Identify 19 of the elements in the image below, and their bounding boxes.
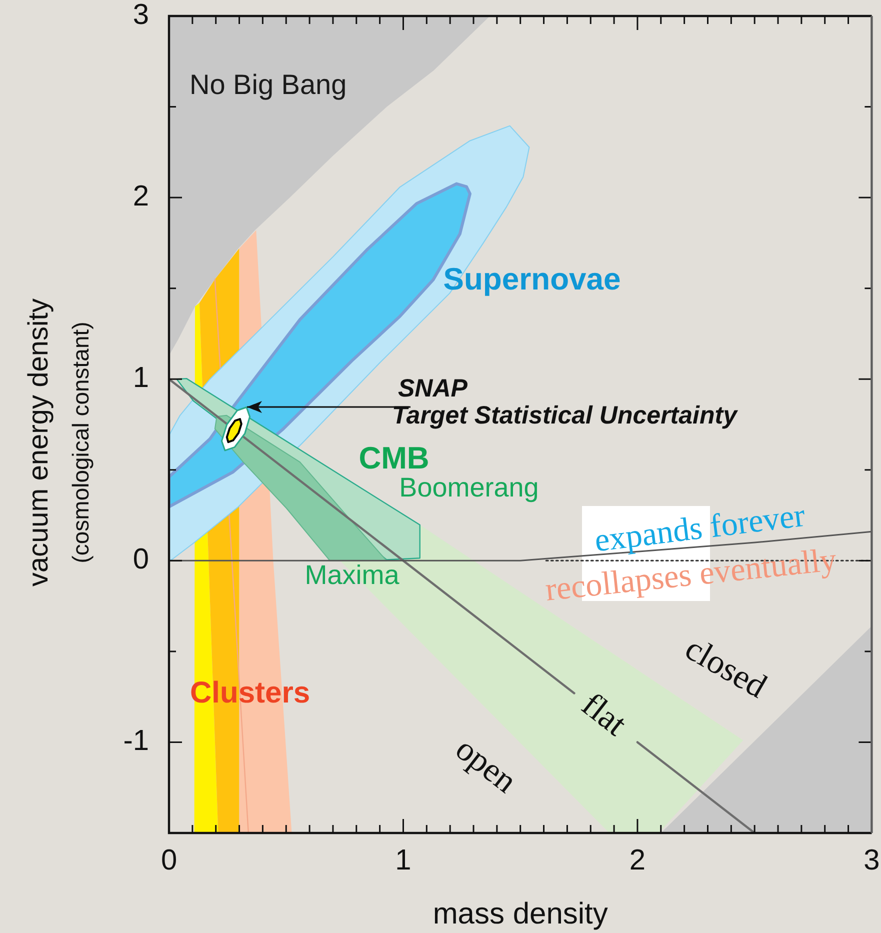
annotation: SNAP: [398, 374, 468, 403]
x-tick-label: 3: [864, 844, 880, 876]
x-axis-title: mass density: [432, 897, 608, 930]
x-tick-label: 2: [629, 844, 646, 876]
annotation: closed: [678, 630, 773, 706]
annotation: flat: [574, 686, 634, 744]
annotation: open: [448, 730, 524, 800]
x-tick-label: 1: [395, 844, 412, 876]
annotation: Supernovae: [443, 262, 621, 297]
y-axis-title: vacuum energy density (cosmological constant): [22, 298, 94, 586]
annotation: Maxima: [304, 560, 400, 590]
annotation: No Big Bang: [189, 68, 347, 100]
x-tick-label: 0: [160, 844, 178, 876]
y-tick-label: 1: [132, 362, 149, 394]
annotation: Target Statistical Uncertainty: [392, 401, 738, 430]
y-tick-label: -1: [123, 725, 149, 758]
y-tick-label: 2: [132, 180, 149, 213]
y-tick-label: 3: [132, 0, 149, 31]
y-tick-label: 0: [132, 544, 149, 576]
